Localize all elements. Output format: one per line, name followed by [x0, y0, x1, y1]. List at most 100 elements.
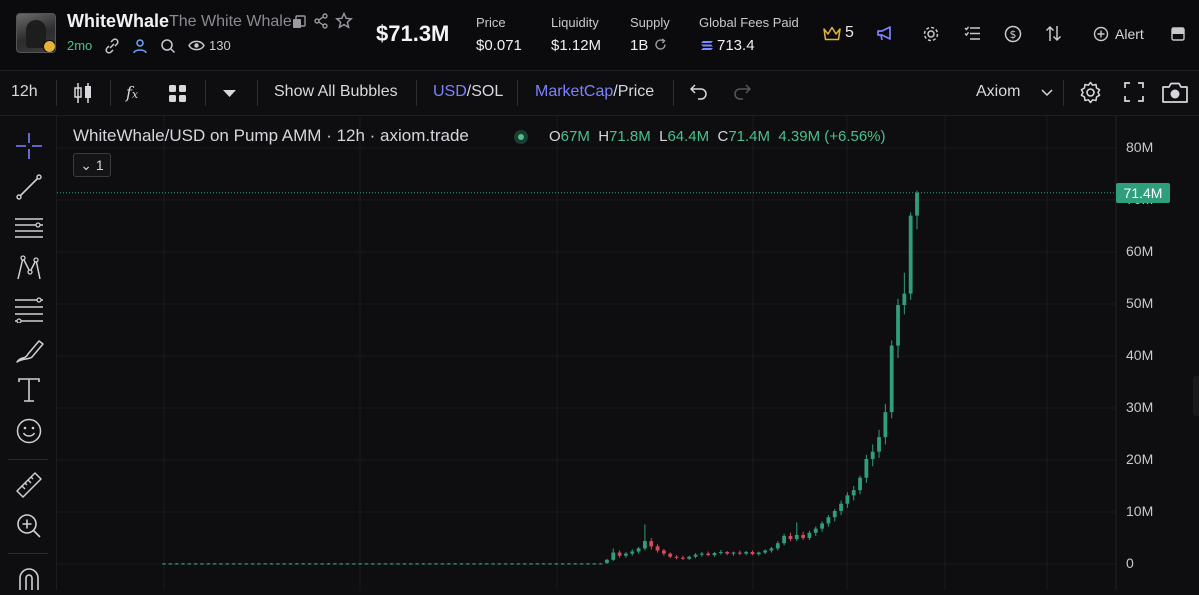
candle-body	[408, 563, 413, 565]
value-mode-toggle[interactable]: MarketCap/Price	[535, 83, 654, 101]
candle-body	[282, 563, 287, 565]
link-icon[interactable]	[104, 38, 120, 54]
candle	[421, 562, 426, 565]
panel-toggle-icon[interactable]	[1171, 27, 1185, 41]
candle	[491, 562, 495, 565]
candle-body	[896, 305, 900, 346]
undo-icon[interactable]	[690, 84, 708, 100]
usd-option[interactable]: USD	[433, 83, 467, 100]
price-value: $0.071	[476, 37, 522, 54]
trend-line-icon[interactable]	[16, 174, 42, 200]
pattern-tool-icon[interactable]	[15, 254, 43, 282]
candle	[712, 552, 717, 557]
candle-body	[440, 563, 445, 565]
price-option[interactable]: /Price	[613, 83, 655, 100]
chart-legend-title: WhiteWhale/USD on Pump AMM · 12h · axiom…	[73, 126, 469, 145]
candle	[244, 562, 249, 565]
zoom-in-icon[interactable]	[16, 513, 42, 539]
user-icon[interactable]	[132, 38, 148, 54]
list-settings-icon[interactable]	[964, 26, 981, 41]
candle-body	[168, 563, 173, 565]
show-bubbles-button[interactable]: Show All Bubbles	[274, 83, 398, 100]
chart-canvas[interactable]	[57, 116, 1199, 590]
chart-toolbar: 12h fx Show All Bubbles USD/SOL MarketCa…	[0, 71, 1199, 116]
status-dot-outer	[514, 130, 528, 144]
crosshair-icon[interactable]	[15, 132, 43, 160]
candle	[408, 562, 413, 565]
candle	[592, 562, 597, 565]
candle-body	[737, 552, 742, 554]
settings-icon[interactable]	[922, 25, 940, 43]
side-panel-handle[interactable]	[1193, 376, 1199, 416]
sol-option[interactable]: /SOL	[466, 83, 504, 100]
layout-grid-icon[interactable]	[168, 84, 187, 103]
brush-icon[interactable]	[15, 338, 45, 364]
camera-icon[interactable]	[1162, 82, 1188, 103]
dropdown-caret-icon[interactable]	[222, 89, 237, 98]
megaphone-icon[interactable]	[876, 25, 894, 42]
token-avatar[interactable]	[16, 13, 56, 53]
candle	[219, 562, 223, 565]
crown-icon[interactable]	[823, 26, 841, 41]
candles-type-icon[interactable]	[73, 82, 93, 104]
candle-body	[389, 563, 394, 565]
supply-value: 1B	[630, 37, 649, 54]
candle	[883, 403, 888, 445]
fib-retracement-icon[interactable]	[14, 297, 44, 323]
toolbar-divider	[416, 80, 417, 106]
currency-toggle[interactable]: USD/SOL	[433, 83, 503, 101]
candle	[503, 562, 508, 565]
candle-body	[592, 563, 597, 565]
candle	[661, 548, 666, 556]
ruler-icon[interactable]	[15, 471, 43, 499]
chevron-down-icon[interactable]	[1041, 89, 1053, 97]
candle-body	[832, 510, 837, 518]
chart-grid	[57, 116, 1117, 590]
share-icon[interactable]	[313, 13, 329, 29]
search-icon[interactable]	[160, 38, 176, 54]
candle	[231, 562, 236, 565]
text-tool-icon[interactable]	[18, 378, 40, 402]
swap-arrows-icon[interactable]	[1045, 25, 1062, 42]
candle	[763, 549, 768, 555]
fullscreen-icon[interactable]	[1124, 82, 1144, 102]
candle	[427, 562, 432, 565]
candle-body	[478, 563, 483, 565]
candle-body	[718, 552, 723, 554]
candle	[250, 562, 255, 565]
price-chart[interactable]	[57, 116, 1199, 590]
dollar-circle-icon[interactable]: $	[1004, 25, 1022, 43]
candle-body	[541, 563, 546, 565]
horizontal-lines-icon[interactable]	[14, 216, 44, 240]
candle-body	[744, 552, 749, 554]
svg-text:$: $	[1010, 28, 1017, 41]
indicators-icon[interactable]: fx	[126, 83, 139, 102]
star-icon[interactable]	[335, 12, 353, 30]
emoji-icon[interactable]	[16, 418, 42, 444]
marketcap-option[interactable]: MarketCap	[535, 83, 614, 100]
candle-body	[174, 563, 179, 565]
candle-body	[693, 554, 698, 557]
redo-icon[interactable]	[733, 84, 751, 100]
candle-body	[674, 556, 679, 558]
candle-body	[624, 553, 628, 556]
alert-icon[interactable]	[1093, 26, 1109, 42]
candle-body	[162, 563, 166, 565]
candle-body	[497, 563, 502, 565]
alert-label[interactable]: Alert	[1115, 26, 1144, 42]
candle	[181, 562, 185, 565]
token-header: WhiteWhale The White Whale 2mo 130 $71.3…	[0, 0, 1199, 71]
candle-body	[294, 563, 299, 565]
refresh-icon[interactable]	[654, 38, 667, 51]
interval-selector[interactable]: 12h	[11, 83, 38, 100]
chart-settings-icon[interactable]	[1079, 81, 1102, 104]
toolbar-divider	[56, 80, 57, 106]
source-selector[interactable]: Axiom	[976, 83, 1021, 100]
indicators-collapse-button[interactable]: ⌄ 1	[73, 153, 111, 177]
candle-body	[244, 563, 249, 565]
copy-icon[interactable]	[292, 15, 306, 29]
magnet-icon[interactable]	[17, 567, 41, 590]
candle-body	[181, 563, 185, 565]
token-ticker[interactable]: WhiteWhale	[67, 11, 169, 31]
candle	[313, 562, 318, 565]
